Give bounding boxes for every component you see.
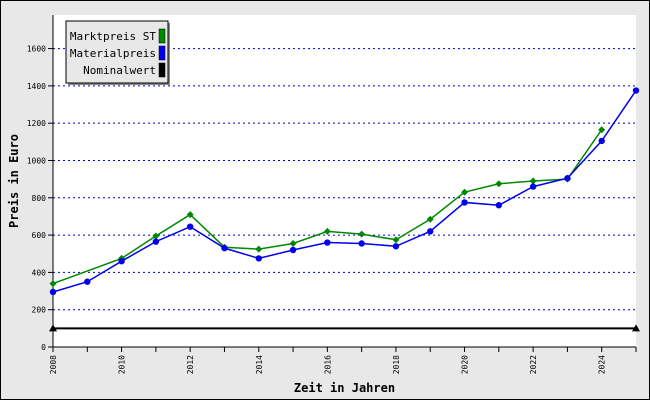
data-point: [49, 280, 57, 288]
x-tick-label: 2014: [255, 355, 264, 374]
y-tick-label: 1400: [27, 82, 46, 91]
data-point: [392, 236, 400, 244]
data-point: [495, 180, 503, 188]
data-point: [186, 211, 194, 219]
data-point: [461, 199, 468, 206]
data-point: [598, 126, 606, 134]
x-tick-label: 2022: [529, 355, 538, 374]
y-tick-label: 400: [32, 268, 47, 277]
legend-swatch: [158, 28, 166, 44]
y-tick-label: 1600: [27, 45, 46, 54]
x-tick-label: 2010: [118, 355, 127, 374]
data-point: [426, 215, 434, 223]
x-axis-title: Zeit in Jahren: [294, 381, 395, 395]
data-point: [118, 258, 125, 265]
series-1: [49, 126, 606, 288]
series-line: [52, 129, 603, 285]
data-point: [392, 243, 400, 250]
data-point: [221, 244, 228, 252]
legend-swatch: [158, 62, 166, 78]
data-point: [529, 177, 537, 185]
data-point: [255, 255, 262, 262]
y-tick-label: 200: [32, 306, 47, 315]
legend-label: Marktpreis ST: [70, 30, 156, 43]
y-axis-title: Preis in Euro: [7, 134, 21, 228]
series-3: [49, 324, 640, 332]
data-point: [289, 239, 297, 247]
x-tick-label: 2018: [392, 355, 401, 374]
data-point: [255, 245, 263, 253]
data-point: [529, 183, 537, 190]
y-tick-label: 1200: [27, 119, 46, 128]
data-point: [358, 230, 366, 238]
data-point: [152, 232, 160, 240]
data-point: [152, 238, 160, 245]
data-point: [461, 188, 469, 196]
y-tick-label: 800: [32, 194, 47, 203]
data-point: [84, 278, 91, 285]
data-point: [49, 288, 57, 296]
data-point: [632, 87, 640, 94]
x-tick-label: 2016: [323, 355, 332, 374]
x-tick-label: 2020: [461, 355, 470, 374]
data-point: [495, 202, 503, 209]
data-point: [564, 175, 571, 182]
series-2: [49, 87, 640, 296]
legend-label: Materialpreis: [70, 47, 156, 60]
x-tick-label: 2012: [186, 355, 195, 374]
data-point: [598, 137, 605, 145]
data-point: [323, 227, 331, 235]
legend-label: Nominalwert: [83, 64, 156, 77]
data-point: [427, 228, 434, 235]
data-point: [632, 324, 640, 332]
y-tick-label: 1000: [27, 156, 46, 165]
x-tick-label: 2008: [49, 355, 58, 374]
data-point: [358, 240, 365, 247]
data-point: [324, 239, 331, 246]
legend-swatch: [158, 45, 166, 61]
data-point: [49, 324, 57, 332]
x-tick-label: 2024: [598, 355, 607, 374]
data-point: [289, 246, 297, 254]
y-tick-label: 0: [41, 343, 46, 352]
data-point: [186, 223, 194, 230]
y-tick-label: 600: [32, 231, 47, 240]
series-line: [52, 90, 637, 293]
legend-box: [65, 20, 169, 84]
